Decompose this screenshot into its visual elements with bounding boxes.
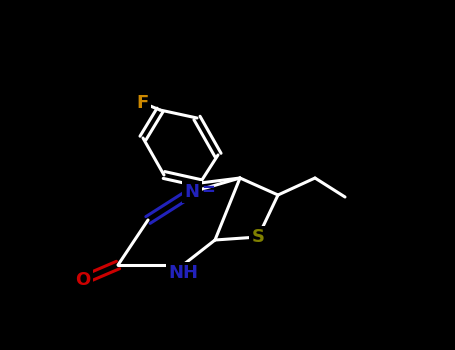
Text: F: F [137,94,149,112]
Text: NH: NH [168,264,198,282]
Text: S: S [252,228,264,246]
Text: N: N [184,183,199,201]
Text: =: = [201,181,215,199]
Text: O: O [76,271,91,289]
